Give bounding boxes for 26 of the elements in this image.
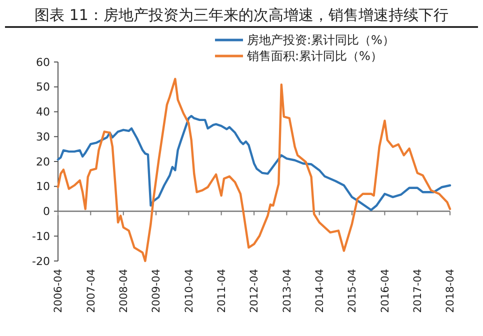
- x-tick-label: 2013-04: [281, 268, 294, 313]
- x-tick-label: 2014-04: [314, 268, 326, 313]
- x-tick-label: 2007-04: [85, 268, 98, 313]
- legend-label: 房地产投资:累计同比（%）: [247, 33, 394, 48]
- x-tick-label: 2016-04: [379, 268, 392, 313]
- chart-title: 图表 11：房地产投资为三年来的次高增速，销售增速持续下行: [34, 6, 448, 24]
- y-tick-label: 0: [43, 205, 50, 218]
- y-tick-label: -10: [32, 230, 50, 243]
- x-tick-label: 2015-04: [346, 268, 359, 313]
- x-tick-label: 2018-04: [444, 268, 457, 313]
- x-tick-label: 2008-04: [118, 268, 130, 313]
- y-tick-label: 40: [36, 106, 50, 119]
- x-tick-label: 2010-04: [183, 268, 196, 313]
- line-series: [56, 78, 452, 262]
- legend-label: 销售面积:累计同比（%）: [246, 49, 382, 64]
- y-tick-label: 50: [36, 80, 50, 94]
- y-tick-label: 20: [36, 155, 50, 168]
- x-tick-label: 2009-04: [150, 268, 163, 313]
- y-tick-label: 60: [36, 56, 50, 69]
- x-tick-label: 2011-04: [216, 268, 228, 313]
- y-tick-label: 30: [36, 130, 50, 144]
- x-tick-label: 2017-04: [412, 268, 424, 313]
- x-tick-label: 2012-04: [248, 268, 261, 313]
- y-tick-label: -20: [32, 254, 50, 268]
- y-tick-label: 10: [36, 180, 50, 194]
- x-tick-label: 2006-04: [52, 268, 65, 313]
